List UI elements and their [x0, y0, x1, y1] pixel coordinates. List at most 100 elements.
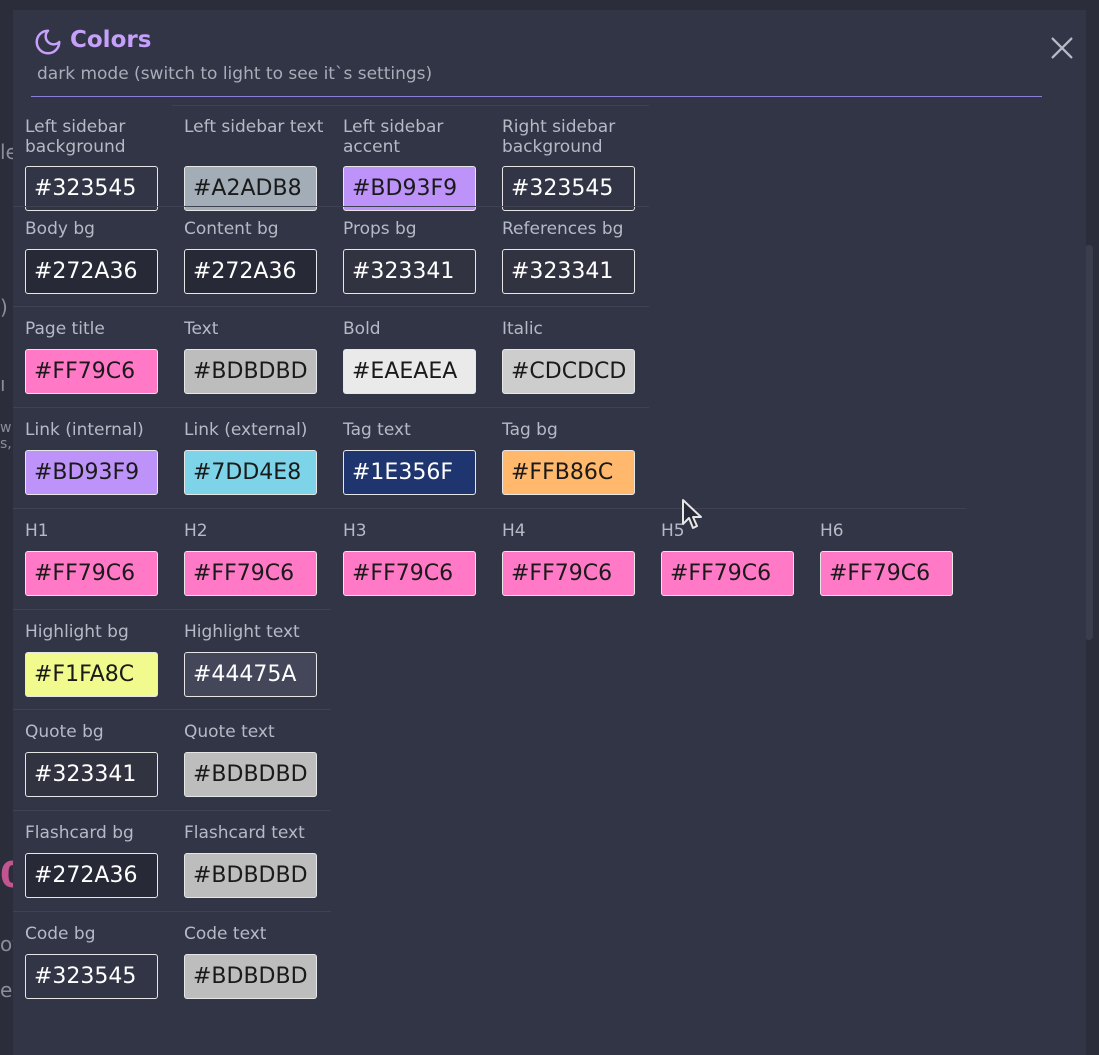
color-field-label: Highlight text	[184, 621, 300, 642]
settings-row: Code bg #323545 Code text #BDBDBD	[13, 910, 331, 1012]
settings-row: Link (internal) #BD93F9 Link (external) #7D…	[13, 407, 649, 508]
color-hex-input[interactable]: #FF79C6	[184, 550, 317, 596]
color-field: Italic #CDCDCD	[490, 307, 649, 407]
color-field: H4 #FF79C6	[490, 509, 649, 609]
color-field: Link (internal) #BD93F9	[13, 408, 172, 508]
color-hex-input[interactable]: #1E356F	[343, 450, 476, 496]
color-field: References bg #323341	[490, 207, 649, 307]
color-field: Quote bg #323341	[13, 710, 172, 810]
color-hex-input[interactable]: #323341	[502, 248, 635, 294]
color-hex-input[interactable]: #FF79C6	[343, 550, 476, 596]
settings-row: Highlight bg #F1FA8C Highlight text #44475A	[13, 608, 331, 710]
color-field-label: H1	[25, 520, 49, 541]
color-hex-input[interactable]: #FF79C6	[502, 550, 635, 596]
color-field-label: Right sidebar background	[502, 117, 616, 157]
color-field: H5 #FF79C6	[649, 509, 808, 609]
color-hex-input[interactable]: #323341	[343, 248, 476, 294]
color-hex-input[interactable]: #BD93F9	[343, 166, 476, 211]
color-hex-input[interactable]: #44475A	[184, 651, 317, 697]
colors-settings-modal: Colors dark mode (switch to light to see…	[13, 10, 1086, 1055]
color-field: H3 #FF79C6	[331, 509, 490, 609]
color-field-label: Link (external)	[184, 420, 308, 441]
color-field: Code text #BDBDBD	[172, 912, 331, 1012]
color-field: H1 #FF79C6	[13, 509, 172, 609]
background-scrollbar[interactable]	[1085, 245, 1093, 640]
color-field-label: Left sidebar text	[184, 117, 324, 137]
color-field-label: Bold	[343, 319, 381, 340]
color-hex-input[interactable]: #BDBDBD	[184, 349, 317, 395]
color-field-label: Code bg	[25, 923, 96, 944]
modal-header: Colors dark mode (switch to light to see…	[31, 24, 1042, 97]
color-hex-input[interactable]: #FF79C6	[25, 349, 158, 395]
color-field: Props bg #323341	[331, 207, 490, 307]
color-field: Bold #EAEAEA	[331, 307, 490, 407]
settings-row: H1 #FF79C6 H2 #FF79C6 H3 #FF79C6 H4 #FF79C6 H5 #F…	[13, 507, 967, 609]
color-field: Quote text #BDBDBD	[172, 710, 331, 810]
color-hex-input[interactable]: #A2ADB8	[184, 166, 317, 211]
color-field-label: Left sidebar background	[25, 117, 126, 157]
settings-row: Flashcard bg #272A36 Flashcard text #BDBDBD	[13, 809, 331, 911]
color-hex-input[interactable]: #BDBDBD	[184, 752, 317, 798]
background-text-fragment: )	[0, 295, 8, 319]
color-field-label: Flashcard text	[184, 822, 305, 843]
color-field-label: H2	[184, 520, 208, 541]
color-hex-input[interactable]: #272A36	[25, 852, 158, 898]
color-field-label: Tag text	[343, 420, 411, 441]
color-field-label: Page title	[25, 319, 105, 340]
color-hex-input[interactable]: #EAEAEA	[343, 349, 476, 395]
settings-row: Quote bg #323341 Quote text #BDBDBD	[13, 709, 331, 810]
color-field-label: Link (internal)	[25, 420, 144, 441]
color-field: Text #BDBDBD	[172, 307, 331, 407]
close-icon[interactable]	[1048, 34, 1076, 62]
color-field: Highlight text #44475A	[172, 610, 331, 710]
color-hex-input[interactable]: #323545	[502, 166, 635, 211]
color-field-label: References bg	[502, 218, 624, 239]
color-field: Left sidebar text #A2ADB8	[172, 106, 331, 211]
color-field: Body bg #272A36	[13, 207, 172, 307]
color-hex-input[interactable]: #CDCDCD	[502, 349, 635, 395]
color-field-label: Italic	[502, 319, 543, 340]
settings-row: Left sidebar background #323545 Left sideb…	[25, 105, 649, 211]
color-hex-input[interactable]: #272A36	[184, 248, 317, 294]
color-field: H6 #FF79C6	[808, 509, 967, 609]
color-field: Content bg #272A36	[172, 207, 331, 307]
color-hex-input[interactable]: #FF79C6	[25, 550, 158, 596]
color-hex-input[interactable]: #BD93F9	[25, 450, 158, 496]
color-field-label: Text	[184, 319, 219, 340]
color-field-label: H4	[502, 520, 526, 541]
color-hex-input[interactable]: #323545	[25, 166, 158, 211]
color-hex-input[interactable]: #323545	[25, 953, 158, 999]
color-field-label: Props bg	[343, 218, 417, 239]
color-field-label: Highlight bg	[25, 621, 129, 642]
color-field: Highlight bg #F1FA8C	[13, 610, 172, 710]
color-hex-input[interactable]: #323341	[25, 752, 158, 798]
color-hex-input[interactable]: #BDBDBD	[184, 852, 317, 898]
background-text-fragment: e	[0, 978, 13, 1002]
color-field-label: H3	[343, 520, 367, 541]
color-field: Left sidebar accent #BD93F9	[331, 106, 490, 211]
color-field-label: H5	[661, 520, 685, 541]
color-hex-input[interactable]: #FFB86C	[502, 450, 635, 496]
color-field: Left sidebar background #323545	[13, 106, 172, 211]
color-field-label: Left sidebar accent	[343, 117, 444, 157]
moon-icon	[35, 29, 61, 55]
color-field: Link (external) #7DD4E8	[172, 408, 331, 508]
color-field-label: Flashcard bg	[25, 822, 134, 843]
color-hex-input[interactable]: #FF79C6	[820, 550, 953, 596]
color-field-label: Content bg	[184, 218, 279, 239]
color-field: Flashcard text #BDBDBD	[172, 811, 331, 911]
color-hex-input[interactable]: #F1FA8C	[25, 651, 158, 697]
color-hex-input[interactable]: #BDBDBD	[184, 953, 317, 999]
color-hex-input[interactable]: #7DD4E8	[184, 450, 317, 496]
color-field: Code bg #323545	[13, 912, 172, 1012]
color-hex-input[interactable]: #272A36	[25, 248, 158, 294]
background-text-fragment: ı	[0, 372, 6, 396]
color-field: Flashcard bg #272A36	[13, 811, 172, 911]
color-field: Right sidebar background #323545	[490, 106, 649, 211]
modal-title: Colors	[70, 27, 152, 53]
color-field-label: Quote text	[184, 722, 275, 743]
color-field: Page title #FF79C6	[13, 307, 172, 407]
background-text-fragment: w s,	[0, 420, 12, 452]
color-hex-input[interactable]: #FF79C6	[661, 550, 794, 596]
color-field-label: Quote bg	[25, 722, 104, 743]
